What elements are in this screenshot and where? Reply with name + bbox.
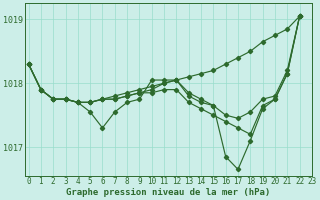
X-axis label: Graphe pression niveau de la mer (hPa): Graphe pression niveau de la mer (hPa) [66,188,270,197]
